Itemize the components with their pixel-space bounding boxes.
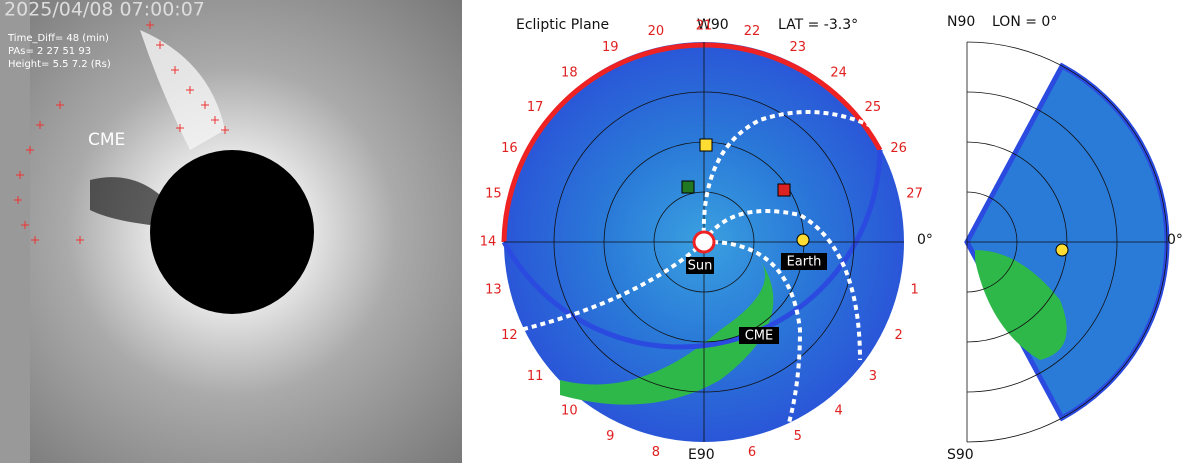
stereo-marker (699, 138, 713, 152)
track-mark (171, 66, 179, 74)
ring-label: 3 (869, 369, 877, 384)
ring-label: 10 (561, 403, 578, 418)
ring-label: 26 (890, 141, 907, 156)
track-mark (76, 236, 84, 244)
ring-label: 13 (485, 283, 502, 298)
ring-label: 1 (910, 283, 918, 298)
track-mark (26, 146, 34, 154)
track-mark (21, 221, 29, 229)
ring-label: 16 (501, 141, 518, 156)
track-mark (36, 121, 44, 129)
track-mark (146, 21, 154, 29)
track-mark (221, 126, 229, 134)
ring-label: 18 (561, 66, 578, 81)
spacecraft-marker (681, 180, 695, 194)
time-diff: Time_Diff= 48 (min) (7, 33, 109, 44)
ring-label: 21 (696, 19, 713, 34)
ring-label: 8 (652, 445, 660, 460)
cme-density (560, 260, 774, 405)
ring-label: 14 (480, 235, 497, 250)
ring-label: 4 (835, 403, 843, 418)
sun (692, 230, 716, 254)
ring-label: 19 (602, 40, 619, 55)
zero-deg: 0° (917, 232, 933, 248)
ring-label: 27 (906, 186, 923, 201)
earth-label: Earth (787, 255, 822, 270)
ring-label: 6 (748, 445, 756, 460)
track-mark (31, 236, 39, 244)
lat: LAT = -3.3° (778, 17, 858, 33)
cme-tag: CME (745, 329, 774, 344)
ring-label: 9 (606, 429, 614, 444)
w90: W90 (697, 17, 729, 33)
lon: LON = 0° (992, 14, 1057, 30)
cme-tag-bg (739, 327, 779, 344)
earth-meridional (1055, 243, 1069, 257)
cme-label: CME (88, 130, 125, 150)
e90: E90 (688, 447, 715, 463)
zero-deg-right: 0° (1167, 232, 1183, 248)
ring-label: 22 (744, 24, 761, 39)
ring-label: 5 (794, 429, 802, 444)
cme-front (140, 30, 225, 150)
n90: N90 (947, 14, 975, 30)
occulter-edge (0, 0, 30, 463)
track-mark (56, 101, 64, 109)
track-mark (186, 86, 194, 94)
pas: PAs= 2 27 51 93 (8, 46, 91, 57)
track-mark (201, 101, 209, 109)
s90: S90 (947, 447, 974, 463)
field-lines (519, 110, 881, 451)
ring-red (501, 42, 883, 243)
ring-label: 25 (865, 100, 882, 115)
meridional-grid (966, 41, 1168, 443)
spacecraft-marker (777, 183, 791, 197)
track-mark (176, 124, 184, 132)
earth-tag-bg (781, 253, 827, 270)
ring-label: 15 (485, 186, 502, 201)
ring-label: 24 (830, 66, 847, 81)
track-mark (16, 171, 24, 179)
earth (796, 233, 810, 247)
track-mark (14, 196, 22, 204)
timestamp: 2025/04/08 07:00:07 (4, 0, 205, 21)
tracking-marks (14, 21, 229, 244)
ring-blue (501, 149, 883, 350)
ring-label: 12 (501, 328, 518, 343)
height: Height= 5.5 7.2 (Rs) (8, 59, 111, 70)
meridional-cme (975, 250, 1067, 360)
ring-label: 17 (527, 100, 544, 115)
sun-tag-bg (686, 257, 714, 274)
track-mark (211, 116, 219, 124)
dark-feature (90, 177, 160, 225)
occulting-disk (150, 150, 314, 314)
ring-label: 11 (527, 369, 544, 384)
ecliptic-title: Ecliptic Plane (516, 17, 609, 33)
ring-label: 20 (648, 24, 665, 39)
ring-label: 23 (789, 40, 806, 55)
track-mark (156, 41, 164, 49)
sun-label: Sun (688, 259, 713, 274)
ring-label: 2 (894, 328, 902, 343)
